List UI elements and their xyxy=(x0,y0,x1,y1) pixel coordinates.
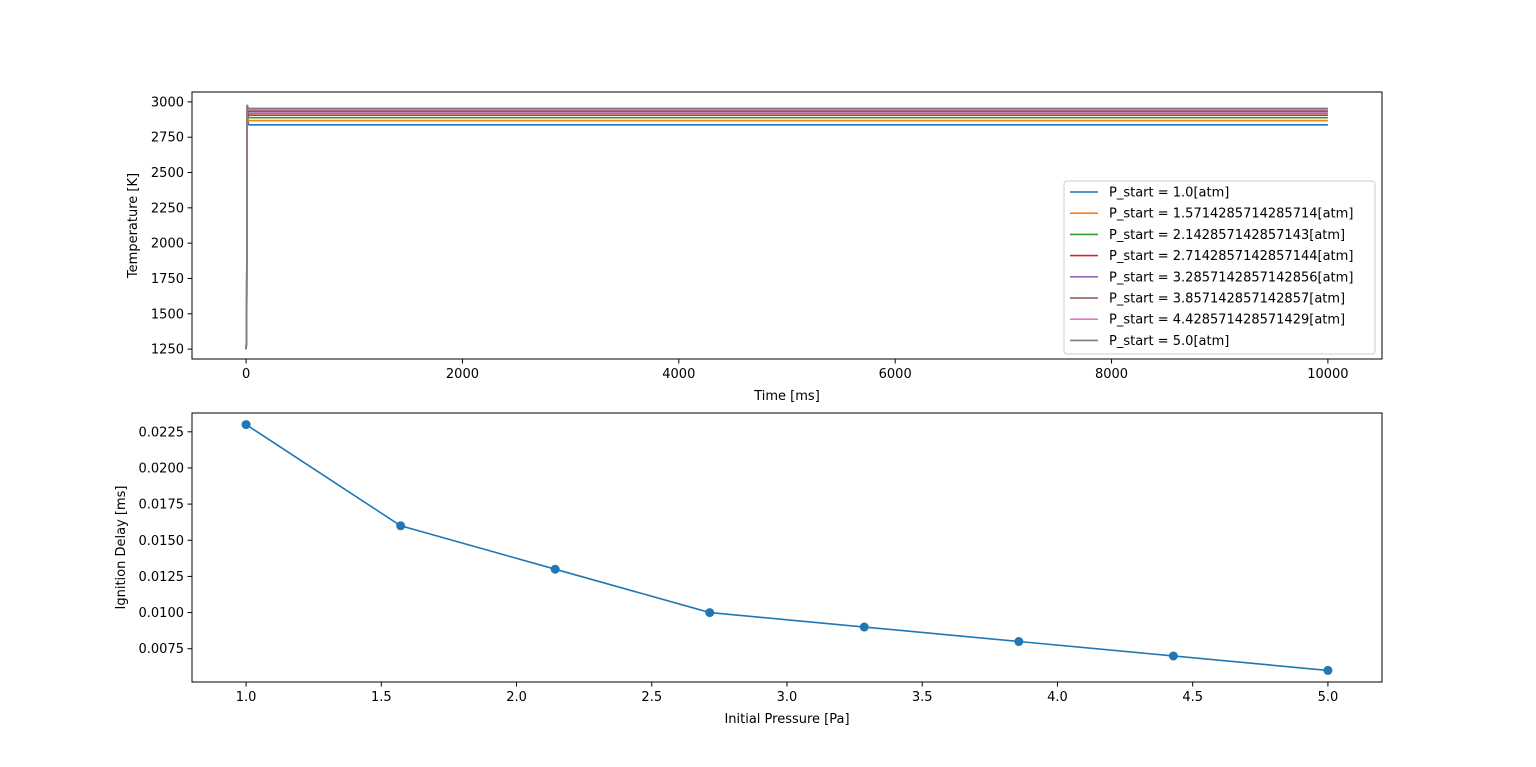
data-point-7 xyxy=(1168,651,1178,661)
data-point-6 xyxy=(1014,637,1024,647)
y-tick-label: 0.0175 xyxy=(139,498,185,513)
data-point-4 xyxy=(705,608,715,618)
x-axis-label: Time [ms] xyxy=(753,389,820,404)
y-tick-label: 2000 xyxy=(151,237,184,252)
y-tick-label: 0.0125 xyxy=(139,570,185,585)
x-axis-label: Initial Pressure [Pa] xyxy=(724,712,849,727)
data-point-3 xyxy=(550,564,560,574)
y-tick-label: 1750 xyxy=(151,272,184,287)
y-tick-label: 3000 xyxy=(151,95,184,110)
x-tick-label: 4000 xyxy=(662,367,695,382)
y-tick-label: 1250 xyxy=(151,343,184,358)
x-tick-label: 1.5 xyxy=(371,690,392,705)
x-tick-label: 2.0 xyxy=(506,690,527,705)
y-tick-label: 2500 xyxy=(151,166,184,181)
axes-frame xyxy=(191,91,1383,360)
x-tick-label: 3.0 xyxy=(777,690,798,705)
legend-entry: P_start = 3.2857142857142856[atm] xyxy=(1109,270,1353,285)
plot-area xyxy=(245,104,1328,350)
legend-entry: P_start = 2.142857142857143[atm] xyxy=(1109,228,1345,243)
x-tick-label: 5.0 xyxy=(1318,690,1339,705)
legend-entry: P_start = 3.857142857142857[atm] xyxy=(1109,292,1345,307)
x-tick-label: 4.0 xyxy=(1047,690,1068,705)
y-tick-label: 0.0075 xyxy=(139,642,185,657)
x-tick-label: 1.0 xyxy=(236,690,257,705)
x-tick-label: 4.5 xyxy=(1182,690,1203,705)
data-point-2 xyxy=(396,521,406,531)
x-tick-label: 2000 xyxy=(446,367,479,382)
x-tick-label: 0 xyxy=(242,367,250,382)
y-axis-label: Temperature [K] xyxy=(126,173,141,279)
data-point-8 xyxy=(1323,665,1333,675)
ignition-delay-chart: 1.0 1.5 2.0 2.5 3.0 3.5 4.0 4.5 5.0 0.0075 0.0100 0… xyxy=(114,412,1383,727)
legend-entry: P_start = 5.0[atm] xyxy=(1109,334,1229,349)
y-axis-label: Ignition Delay [ms] xyxy=(114,486,129,610)
data-point-1 xyxy=(241,420,251,430)
x-tick-label: 6000 xyxy=(879,367,912,382)
x-tick-label: 3.5 xyxy=(912,690,933,705)
y-tick-label: 0.0225 xyxy=(139,425,185,440)
temperature-chart: 0 2000 4000 6000 8000 10000 1250 1500 1750 2000 22… xyxy=(126,91,1383,404)
plot-area xyxy=(241,420,1333,675)
x-tick-label: 10000 xyxy=(1307,367,1348,382)
y-tick-label: 2250 xyxy=(151,201,184,216)
series-line-1 xyxy=(245,423,1328,672)
data-point-5 xyxy=(859,622,869,632)
x-tick-label: 8000 xyxy=(1095,367,1128,382)
legend-entry: P_start = 4.428571428571429[atm] xyxy=(1109,313,1345,328)
legend-entry: P_start = 2.7142857142857144[atm] xyxy=(1109,249,1353,264)
y-tick-label: 1500 xyxy=(151,307,184,322)
y-tick-label: 0.0200 xyxy=(139,461,185,476)
x-tick-label: 2.5 xyxy=(641,690,662,705)
legend-entry: P_start = 1.5714285714285714[atm] xyxy=(1109,207,1353,222)
legend-box xyxy=(1063,180,1376,355)
series-line-8 xyxy=(245,104,1328,350)
y-tick-label: 2750 xyxy=(151,131,184,146)
y-tick-label: 0.0100 xyxy=(139,606,185,621)
legend: P_start = 1.0[atm] P_start = 1.5714285714… xyxy=(1063,180,1376,355)
y-tick-label: 0.0150 xyxy=(139,534,185,549)
legend-entry: P_start = 1.0[atm] xyxy=(1109,186,1229,201)
